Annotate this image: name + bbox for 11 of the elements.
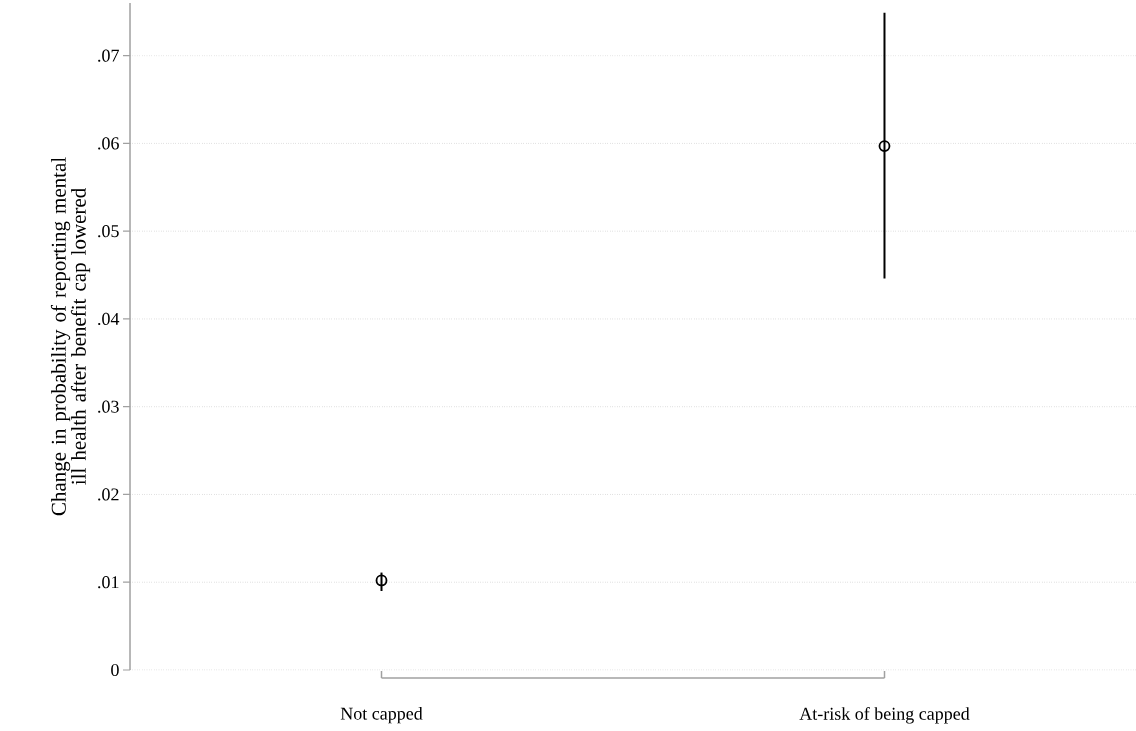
x-tick-label: Not capped	[340, 707, 423, 724]
y-tick-label: .01	[98, 576, 119, 589]
y-axis-title: Change in probability of reporting mental ill health after benefit cap lowered	[50, 157, 91, 516]
y-tick-label: .07	[98, 49, 119, 62]
y-tick-label: .06	[98, 137, 119, 150]
y-tick-label: .05	[98, 225, 119, 238]
y-tick-label: 0	[111, 663, 119, 677]
y-tick-label: .03	[98, 400, 119, 413]
y-tick-label: .02	[98, 488, 119, 501]
x-tick-label: At-risk of being capped	[799, 707, 970, 724]
y-tick-label: .04	[98, 312, 120, 326]
